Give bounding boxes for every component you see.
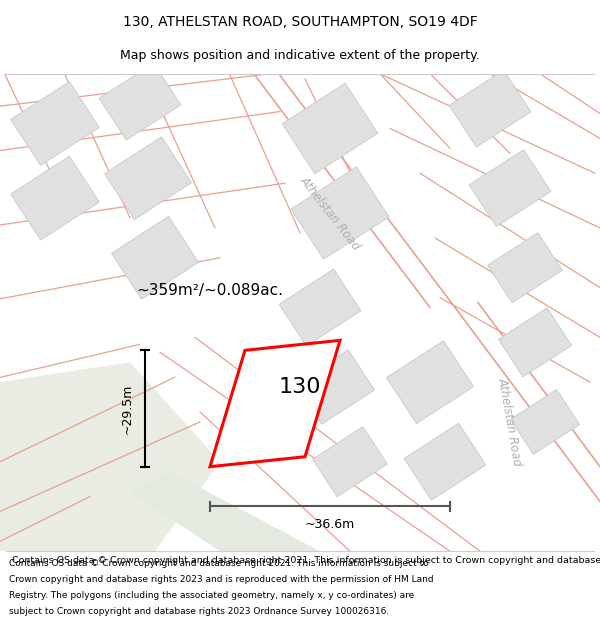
Text: subject to Crown copyright and database rights 2023 Ordnance Survey 100026316.: subject to Crown copyright and database … [9, 608, 389, 616]
Text: ~36.6m: ~36.6m [305, 518, 355, 531]
Text: 130: 130 [279, 377, 321, 397]
Polygon shape [279, 269, 361, 346]
Polygon shape [386, 341, 473, 424]
Polygon shape [488, 232, 562, 302]
Text: Athelstan Road: Athelstan Road [297, 174, 363, 253]
Polygon shape [130, 472, 320, 551]
Text: ~29.5m: ~29.5m [121, 383, 133, 434]
Polygon shape [0, 362, 220, 551]
Polygon shape [291, 167, 389, 259]
Text: ~359m²/~0.089ac.: ~359m²/~0.089ac. [137, 283, 284, 298]
Polygon shape [449, 70, 531, 147]
Polygon shape [511, 389, 580, 454]
Text: Contains OS data © Crown copyright and database right 2021. This information is : Contains OS data © Crown copyright and d… [12, 556, 600, 566]
Polygon shape [499, 308, 572, 377]
Polygon shape [282, 83, 378, 174]
Polygon shape [469, 149, 551, 227]
Text: Contains OS data © Crown copyright and database right 2021. This information is : Contains OS data © Crown copyright and d… [9, 559, 429, 568]
Polygon shape [296, 350, 374, 424]
Text: Crown copyright and database rights 2023 and is reproduced with the permission o: Crown copyright and database rights 2023… [9, 575, 434, 584]
Polygon shape [99, 63, 181, 140]
Text: Athelstan Road: Athelstan Road [496, 376, 524, 468]
Polygon shape [313, 427, 388, 497]
Polygon shape [112, 216, 199, 299]
Polygon shape [104, 137, 191, 219]
Polygon shape [11, 156, 100, 240]
Text: 130, ATHELSTAN ROAD, SOUTHAMPTON, SO19 4DF: 130, ATHELSTAN ROAD, SOUTHAMPTON, SO19 4… [122, 15, 478, 29]
Text: Registry. The polygons (including the associated geometry, namely x, y co-ordina: Registry. The polygons (including the as… [9, 591, 414, 600]
Polygon shape [404, 423, 486, 500]
Text: Map shows position and indicative extent of the property.: Map shows position and indicative extent… [120, 49, 480, 62]
Polygon shape [210, 341, 340, 467]
Polygon shape [11, 82, 100, 166]
